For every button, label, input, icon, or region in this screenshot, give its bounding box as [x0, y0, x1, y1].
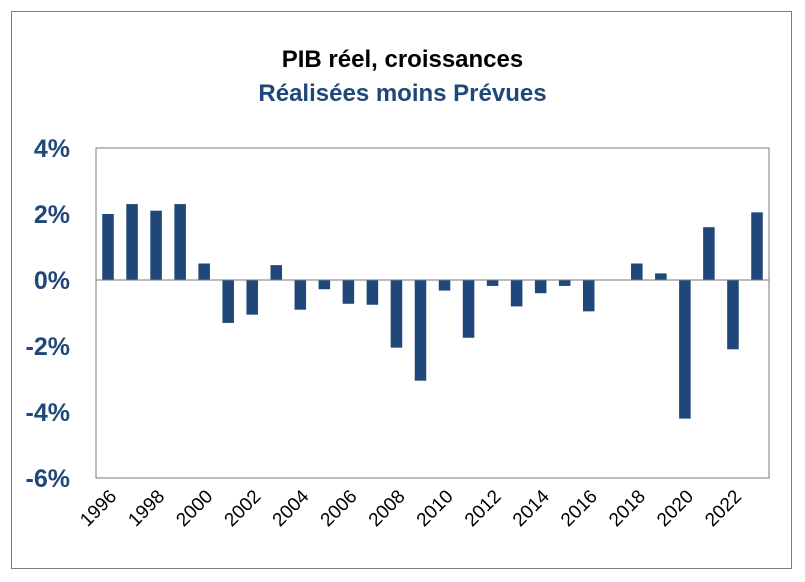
bar-2005: [318, 280, 331, 290]
bar-2004: [294, 280, 307, 310]
x-tick-label: 2008: [365, 486, 410, 531]
x-tick-label: 2018: [605, 486, 650, 531]
bar-2011: [462, 280, 475, 338]
bar-2008: [390, 280, 403, 348]
bar-2020: [679, 280, 691, 419]
bar-2021: [703, 227, 715, 280]
x-tick-label: 2000: [172, 486, 217, 531]
chart-title: PIB réel, croissances: [281, 46, 524, 73]
x-tick-label: 2004: [269, 486, 314, 531]
bar-2000: [198, 263, 210, 280]
y-tick-label: 0%: [34, 267, 70, 295]
bar-2006: [342, 280, 355, 304]
x-tick-label: 2016: [557, 486, 602, 531]
bar-2001: [222, 280, 234, 323]
x-tick-label: 2010: [413, 486, 458, 531]
bar-2002: [246, 280, 258, 315]
x-tick-label: 2014: [509, 486, 554, 531]
bar-1999: [174, 204, 186, 280]
bar-2010: [438, 280, 451, 291]
bar-2015: [558, 280, 571, 286]
bar-2009: [414, 280, 427, 381]
x-tick-label: 2002: [221, 486, 266, 531]
y-tick-label: -4%: [26, 399, 70, 427]
x-tick-label: 2012: [461, 486, 506, 531]
y-tick-label: -2%: [26, 333, 70, 361]
x-tick-label: 1996: [76, 486, 121, 531]
y-tick-label: -6%: [26, 465, 70, 493]
x-tick-label: 2020: [653, 486, 698, 531]
chart-subtitle: Réalisées moins Prévues: [258, 80, 547, 107]
y-tick-label: 2%: [34, 201, 70, 229]
bar-1996: [102, 214, 114, 280]
bar-2003: [270, 265, 283, 280]
bar-2014: [534, 280, 547, 294]
bar-1998: [150, 210, 162, 280]
bar-2013: [510, 280, 523, 307]
bar-2007: [366, 280, 379, 305]
bar-2019: [655, 273, 667, 280]
bar-2016: [582, 280, 595, 312]
x-tick-label: 2022: [701, 486, 746, 531]
bar-2012: [486, 280, 499, 286]
plot-area: [95, 147, 770, 479]
bar-1997: [126, 204, 138, 280]
bar-2023: [751, 212, 763, 280]
x-tick-label: 1998: [124, 486, 169, 531]
x-tick-label: 2006: [317, 486, 362, 531]
y-tick-label: 4%: [34, 135, 70, 163]
bar-2022: [727, 280, 739, 350]
bar-2018: [631, 263, 643, 280]
